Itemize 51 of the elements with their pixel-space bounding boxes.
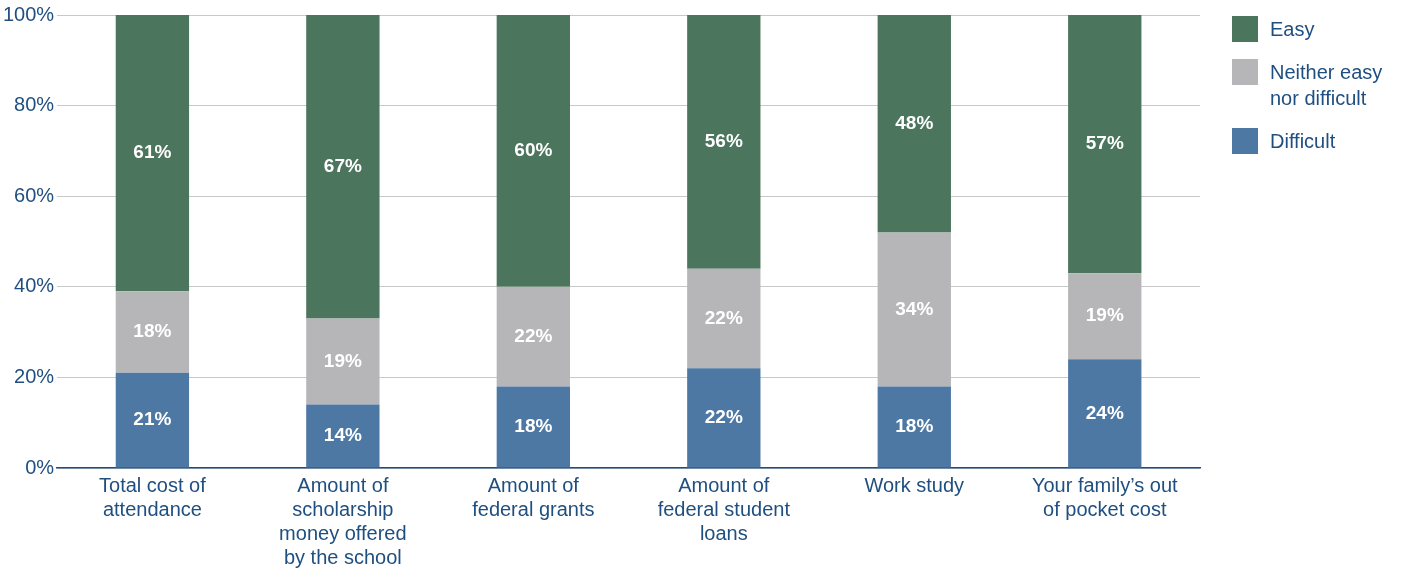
data-label: 60% [514, 139, 553, 161]
data-label: 61% [133, 141, 172, 163]
data-label: 18% [514, 415, 553, 437]
x-tick-label: Total cost of attendance [99, 473, 207, 520]
data-label: 22% [514, 324, 553, 346]
data-label: 67% [323, 154, 362, 176]
y-tick-label: 80% [14, 93, 55, 116]
y-tick-label: 40% [14, 274, 55, 297]
data-label: 22% [704, 306, 743, 328]
data-label: 19% [323, 349, 362, 371]
bar [496, 286, 571, 387]
x-tick-label: Amount of scholarship money offered by the school [279, 473, 407, 568]
data-label: 19% [1085, 304, 1124, 326]
bar [877, 386, 951, 468]
legend-label: Neither easy nor difficult [1270, 60, 1384, 111]
data-label: 34% [895, 297, 934, 319]
bar [115, 15, 190, 292]
data-label: 24% [1085, 401, 1124, 423]
bar [687, 268, 761, 369]
bar [306, 15, 380, 319]
x-tick-label: Your family’s out of pocket cost [1031, 473, 1179, 520]
bar [1068, 15, 1142, 274]
data-label: 48% [895, 111, 934, 133]
y-tick-label: 100% [3, 2, 55, 25]
bar [877, 232, 951, 387]
bar [115, 291, 190, 373]
x-tick-label: Amount of federal grants [472, 473, 595, 520]
data-label: 14% [323, 424, 362, 446]
data-label: 56% [704, 130, 743, 152]
data-label: 21% [133, 408, 172, 430]
y-tick-label: 20% [14, 364, 55, 387]
legend-label: Difficult [1270, 129, 1336, 154]
bar [306, 318, 380, 405]
y-tick-label: 60% [14, 183, 55, 206]
y-tick-label: 0% [25, 455, 55, 478]
x-tick-label: Amount of federal student loans [657, 473, 791, 544]
bar [306, 404, 380, 468]
data-label: 18% [895, 415, 934, 437]
bar [1068, 359, 1142, 468]
bar [687, 15, 761, 269]
bar [687, 368, 761, 468]
bar [877, 15, 951, 233]
x-tick-label: Work study [864, 473, 965, 496]
legend-label: Easy [1270, 17, 1315, 42]
bar [115, 372, 190, 468]
bar [1068, 273, 1142, 360]
data-label: 57% [1085, 132, 1124, 154]
bar [496, 386, 571, 468]
data-label: 22% [704, 406, 743, 428]
data-label: 18% [133, 320, 172, 342]
bar [496, 15, 571, 287]
